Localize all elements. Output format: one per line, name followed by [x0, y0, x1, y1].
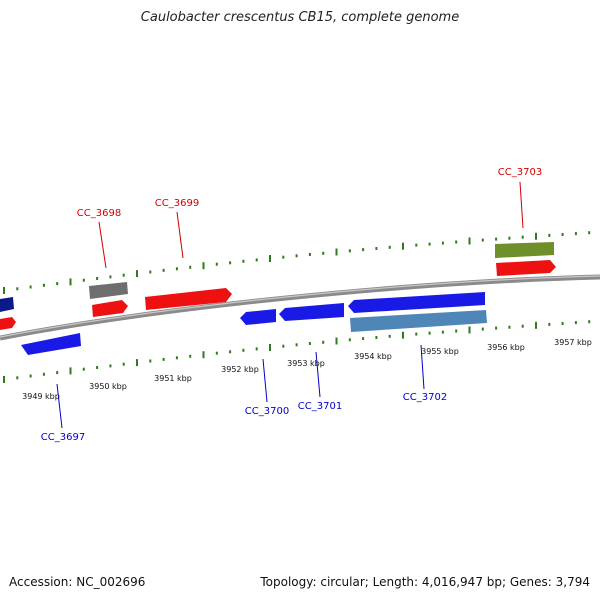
axis-label-3956: 3956 kbp [487, 343, 525, 352]
gene-arrow-cc3699[interactable] [145, 288, 232, 310]
gene-box-gray[interactable] [89, 282, 128, 299]
axis-label-3957: 3957 kbp [554, 338, 592, 347]
axis-label-3952: 3952 kbp [221, 365, 259, 374]
connector-cc3697 [56, 383, 63, 429]
gene-arrow-cc3703[interactable] [496, 260, 556, 276]
gene-arrow-cc3697[interactable] [21, 333, 81, 355]
connector-cc3702 [420, 344, 425, 390]
connector-cc3699 [176, 211, 184, 259]
gene-label-cc3697[interactable]: CC_3697 [41, 432, 85, 443]
axis-label-3953: 3953 kbp [287, 359, 325, 368]
genome-backbone [0, 274, 600, 341]
gene-arrow-cc3700[interactable] [240, 309, 276, 325]
gene-arrow-cc3701[interactable] [279, 303, 344, 321]
axis-label-3949: 3949 kbp [22, 392, 60, 401]
topology-summary: Topology: circular; Length: 4,016,947 bp… [260, 575, 590, 589]
axis-label-3954: 3954 kbp [354, 352, 392, 361]
gene-box-partial-navy[interactable] [0, 297, 14, 312]
gene-label-cc3702[interactable]: CC_3702 [403, 392, 447, 403]
gene-arrow-cc3702-upper[interactable] [348, 292, 485, 313]
gene-label-cc3699[interactable]: CC_3699 [155, 198, 199, 209]
gene-label-cc3703[interactable]: CC_3703 [498, 167, 542, 178]
gene-arrow-partial-left[interactable] [0, 317, 16, 330]
gene-box-steel-cc3702[interactable] [350, 310, 487, 332]
gene-label-cc3701[interactable]: CC_3701 [298, 401, 342, 412]
map-title: Caulobacter crescentus CB15, complete ge… [140, 10, 460, 25]
connector-cc3700 [262, 358, 268, 403]
connector-cc3701 [315, 351, 321, 398]
gene-arrow-cc3698[interactable] [92, 300, 128, 317]
gene-box-green-cc3703[interactable] [495, 242, 554, 258]
axis-label-3950: 3950 kbp [89, 382, 127, 391]
tick-row-upper [3, 231, 591, 294]
connector-cc3703 [519, 181, 524, 229]
gene-label-cc3700[interactable]: CC_3700 [245, 406, 289, 417]
connector-cc3698 [98, 221, 107, 269]
tick-row-lower [3, 320, 591, 383]
accession-text: Accession: NC_002696 [9, 575, 146, 589]
axis-label-3955: 3955 kbp [421, 347, 459, 356]
gene-label-cc3698[interactable]: CC_3698 [77, 208, 121, 219]
axis-label-3951: 3951 kbp [154, 374, 192, 383]
